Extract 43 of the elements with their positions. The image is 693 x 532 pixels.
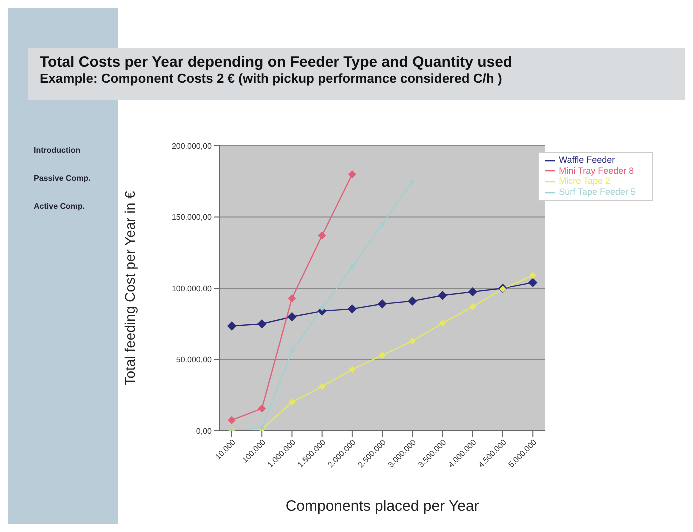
point: [258, 320, 267, 329]
legend-label: Surf Tape Feeder 5: [559, 186, 636, 197]
point: [438, 291, 448, 300]
text: Active Comp.: [34, 202, 86, 211]
point: [318, 383, 326, 390]
chart-title: Total Costs per Year depending on Feeder Type and Quantity used: [40, 54, 514, 71]
point: [258, 404, 266, 413]
x-axis-title: Components placed per Year: [286, 498, 480, 515]
point: [408, 296, 418, 306]
y-tick-label: 200.000,00: [172, 142, 213, 151]
point: [468, 287, 478, 297]
legend-label: Micro Tape 2: [559, 176, 610, 186]
y-tick-label: 150.000,00: [172, 213, 213, 222]
point: [378, 300, 388, 309]
point: [348, 304, 358, 314]
point: [289, 348, 296, 354]
point: [288, 399, 296, 406]
point: [530, 272, 537, 280]
text: Passive Comp.: [34, 174, 91, 183]
point: [350, 264, 356, 270]
point: [318, 232, 326, 240]
point: [288, 294, 296, 302]
point: [288, 312, 297, 322]
point: [410, 178, 416, 184]
point: [528, 278, 538, 288]
point: [379, 352, 386, 359]
point: [439, 320, 446, 327]
text: Introduction: [34, 146, 81, 155]
legend-label: Mini Tray Feeder 8: [559, 166, 634, 176]
point: [349, 366, 356, 374]
point: [320, 306, 326, 312]
y-tick-label: 100.000,00: [172, 284, 213, 294]
point: [227, 322, 237, 331]
point: [469, 304, 476, 310]
point: [348, 170, 356, 178]
chart-subtitle: Example: Component Costs 2 € (with pickup performance considered C/h ): [40, 71, 504, 86]
legend-label: Waffle Feeder: [559, 155, 616, 165]
point: [228, 416, 236, 424]
point: [409, 338, 416, 345]
y-tick-label: 50.000,00: [176, 356, 213, 365]
y-axis-title: Total feeding Cost per Year in €: [122, 190, 138, 386]
point: [380, 222, 386, 228]
y-tick-label: 0,00: [196, 426, 213, 436]
